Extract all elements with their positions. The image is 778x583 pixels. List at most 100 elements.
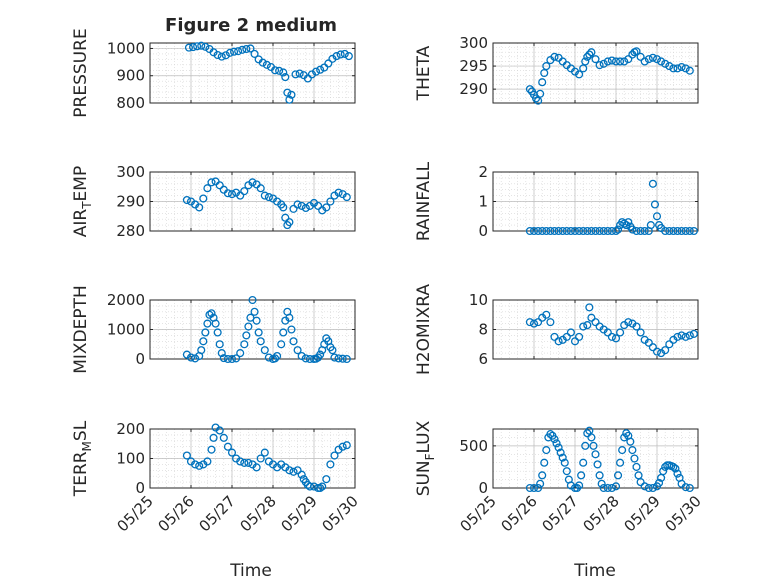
data-point [648, 53, 657, 62]
data-point [632, 462, 641, 471]
data-point [260, 346, 269, 355]
y-axis-label-rest: EMP [71, 166, 91, 202]
data-point [685, 226, 694, 236]
data-point [270, 354, 280, 363]
data-point [558, 226, 567, 236]
data-point [281, 213, 290, 222]
data-point [554, 443, 563, 452]
y-axis-label-subscript: M [80, 441, 94, 451]
data-point [628, 446, 637, 455]
y-axis-label: THETA [414, 45, 434, 101]
data-point [599, 483, 608, 493]
data-point [293, 346, 302, 355]
y-tick-label: 100 [116, 450, 145, 468]
data-point [677, 226, 686, 236]
data-point [191, 354, 200, 363]
data-point [624, 55, 633, 64]
data-point [550, 332, 559, 341]
data-point [250, 49, 259, 58]
y-axis-label: PRESSURE [71, 28, 91, 117]
data-point [624, 218, 633, 227]
data-point [624, 318, 633, 327]
data-point [336, 50, 345, 59]
data-point [344, 52, 353, 61]
subplot-3: 280 290 300 AIRTEMP [71, 163, 356, 240]
data-point [191, 460, 200, 469]
data-point [330, 353, 339, 362]
x-axis-label-right: Time [573, 561, 616, 581]
data-point [225, 48, 235, 57]
data-point [303, 74, 312, 83]
data-point [689, 226, 698, 236]
data-point [215, 426, 224, 435]
y-tick-label: 800 [116, 94, 145, 112]
data-point [673, 64, 682, 73]
data-point [575, 332, 584, 341]
data-point [209, 433, 218, 442]
data-point [342, 193, 351, 202]
data-point [297, 351, 306, 361]
data-point [597, 479, 606, 488]
data-point [579, 458, 588, 467]
data-point [583, 52, 592, 61]
y-axis-label: TERRMSL [71, 420, 94, 497]
y-tick-label: 200 [116, 420, 145, 438]
data-point [538, 471, 547, 480]
data-point [607, 56, 616, 65]
data-point [342, 354, 351, 364]
data-point [258, 58, 267, 67]
data-point [546, 226, 555, 236]
data-point [219, 354, 228, 363]
data-point [287, 90, 296, 99]
data-point [244, 322, 253, 331]
data-point [538, 78, 547, 87]
data-point [591, 450, 600, 459]
data-point [248, 295, 257, 305]
data-point [291, 70, 300, 79]
data-point [550, 226, 559, 236]
data-point [616, 458, 625, 467]
data-point [611, 226, 621, 236]
data-point [240, 187, 249, 196]
data-point [279, 203, 288, 212]
data-point [620, 57, 629, 66]
y-tick-label: 2 [478, 163, 488, 181]
data-point [199, 337, 208, 346]
data-point [644, 338, 653, 347]
data-point [332, 52, 341, 61]
data-point [207, 445, 216, 454]
y-axis-label-main: RAINFALL [414, 161, 434, 241]
data-point [646, 221, 655, 230]
data-point [252, 463, 261, 472]
data-point [275, 66, 284, 75]
data-point [311, 67, 321, 76]
data-point [579, 322, 588, 331]
data-point [316, 483, 325, 493]
data-point [657, 57, 666, 66]
data-point [681, 64, 690, 73]
data-point [189, 43, 198, 52]
y-tick-label: 8 [478, 321, 488, 339]
data-point [611, 482, 621, 491]
y-tick-label: 300 [459, 34, 488, 52]
y-tick-label: 290 [116, 193, 145, 211]
data-point [587, 48, 596, 57]
data-point [636, 226, 645, 236]
data-point [570, 337, 580, 346]
data-point [577, 471, 586, 480]
data-point [652, 55, 662, 64]
data-point [566, 328, 575, 337]
y-tick-label: 295 [459, 57, 488, 75]
data-point [184, 43, 194, 52]
y-tick-label: 2000 [107, 291, 145, 309]
data-point [525, 483, 534, 493]
data-point [305, 482, 314, 491]
data-point [681, 332, 690, 341]
data-point [595, 61, 604, 70]
y-axis-label: MIXDEPTH [71, 285, 91, 374]
y-tick-label: 10 [469, 291, 488, 309]
data-point [227, 354, 237, 364]
data-point [552, 439, 561, 448]
data-point [281, 73, 290, 82]
data-point [640, 482, 649, 491]
